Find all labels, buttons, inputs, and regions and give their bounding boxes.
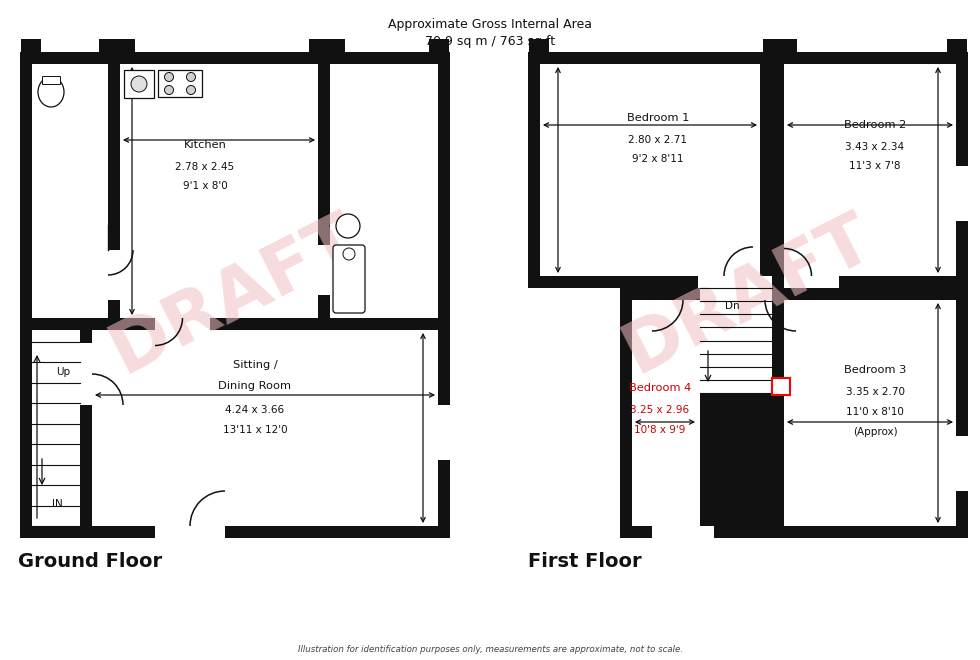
Bar [652,526,714,538]
Text: Dn: Dn [724,301,739,311]
Text: 2.80 x 2.71: 2.80 x 2.71 [628,135,688,145]
Bar [777,39,797,52]
Text: Bedroom 2: Bedroom 2 [844,120,906,130]
Text: Bedroom 3: Bedroom 3 [844,365,906,375]
Circle shape [336,214,360,238]
Bar [620,288,968,538]
Bar [20,52,450,538]
Bar [429,39,449,52]
Circle shape [165,73,173,81]
Circle shape [165,86,173,94]
Text: Approximate Gross Internal Area: Approximate Gross Internal Area [388,18,592,31]
Bar [325,39,345,52]
Text: 3.25 x 2.96: 3.25 x 2.96 [630,405,690,415]
Text: 70.9 sq m / 763 sq ft: 70.9 sq m / 763 sq ft [425,35,555,48]
Text: 3.35 x 2.70: 3.35 x 2.70 [846,387,905,397]
Bar [528,52,968,288]
Bar [784,300,956,526]
Bar [155,318,210,330]
Circle shape [343,248,355,260]
Text: 2.78 x 2.45: 2.78 x 2.45 [175,162,234,172]
Text: 10'8 x 9'9: 10'8 x 9'9 [634,425,686,435]
Circle shape [186,86,195,94]
Bar [772,378,790,395]
Bar [21,39,41,52]
Bar [155,526,225,538]
Text: 9'1 x 8'0: 9'1 x 8'0 [182,181,227,191]
Bar [99,39,119,52]
Bar [763,39,783,52]
Bar [947,39,967,52]
Bar [956,436,968,491]
Bar [32,330,80,526]
Text: Bedroom 4: Bedroom 4 [629,383,691,393]
Text: Kitchen: Kitchen [183,140,226,150]
Bar [438,405,450,460]
Text: 4.24 x 3.66: 4.24 x 3.66 [225,405,284,415]
Bar [115,39,135,52]
Bar [700,276,772,393]
Text: DRAFT: DRAFT [612,203,884,387]
Bar [540,64,760,276]
Bar [529,39,549,52]
Bar [330,64,438,318]
Text: 13'11 x 12'0: 13'11 x 12'0 [222,425,287,435]
Text: 11'3 x 7'8: 11'3 x 7'8 [850,161,901,171]
Bar [120,64,318,318]
Bar [92,330,438,526]
Text: Up: Up [56,367,70,377]
Text: 3.43 x 2.34: 3.43 x 2.34 [846,142,905,152]
Bar [42,76,60,84]
Bar [158,70,202,97]
Text: Bedroom 1: Bedroom 1 [627,113,689,123]
Bar [32,64,108,318]
Text: Sitting /: Sitting / [232,360,277,370]
Text: Ground Floor: Ground Floor [18,552,162,571]
Circle shape [131,76,147,92]
Text: DRAFT: DRAFT [99,203,371,387]
Bar [784,64,956,276]
Bar [124,70,154,98]
Bar [80,343,92,405]
Text: (Approx): (Approx) [853,427,898,437]
Text: 11'0 x 8'10: 11'0 x 8'10 [846,407,904,417]
Bar [956,166,968,221]
Bar [309,39,329,52]
Text: Dining Room: Dining Room [219,381,291,391]
Bar [318,245,330,295]
Bar [698,276,755,288]
Bar [700,330,712,385]
Bar [108,250,120,300]
Text: First Floor: First Floor [528,552,642,571]
Text: IN: IN [52,499,63,509]
FancyBboxPatch shape [333,245,365,313]
Circle shape [186,73,195,81]
Bar [784,276,839,288]
Ellipse shape [38,77,64,107]
Text: 9'2 x 8'11: 9'2 x 8'11 [632,154,684,164]
Bar [632,300,700,526]
Text: Illustration for identification purposes only, measurements are approximate, not: Illustration for identification purposes… [298,645,682,654]
